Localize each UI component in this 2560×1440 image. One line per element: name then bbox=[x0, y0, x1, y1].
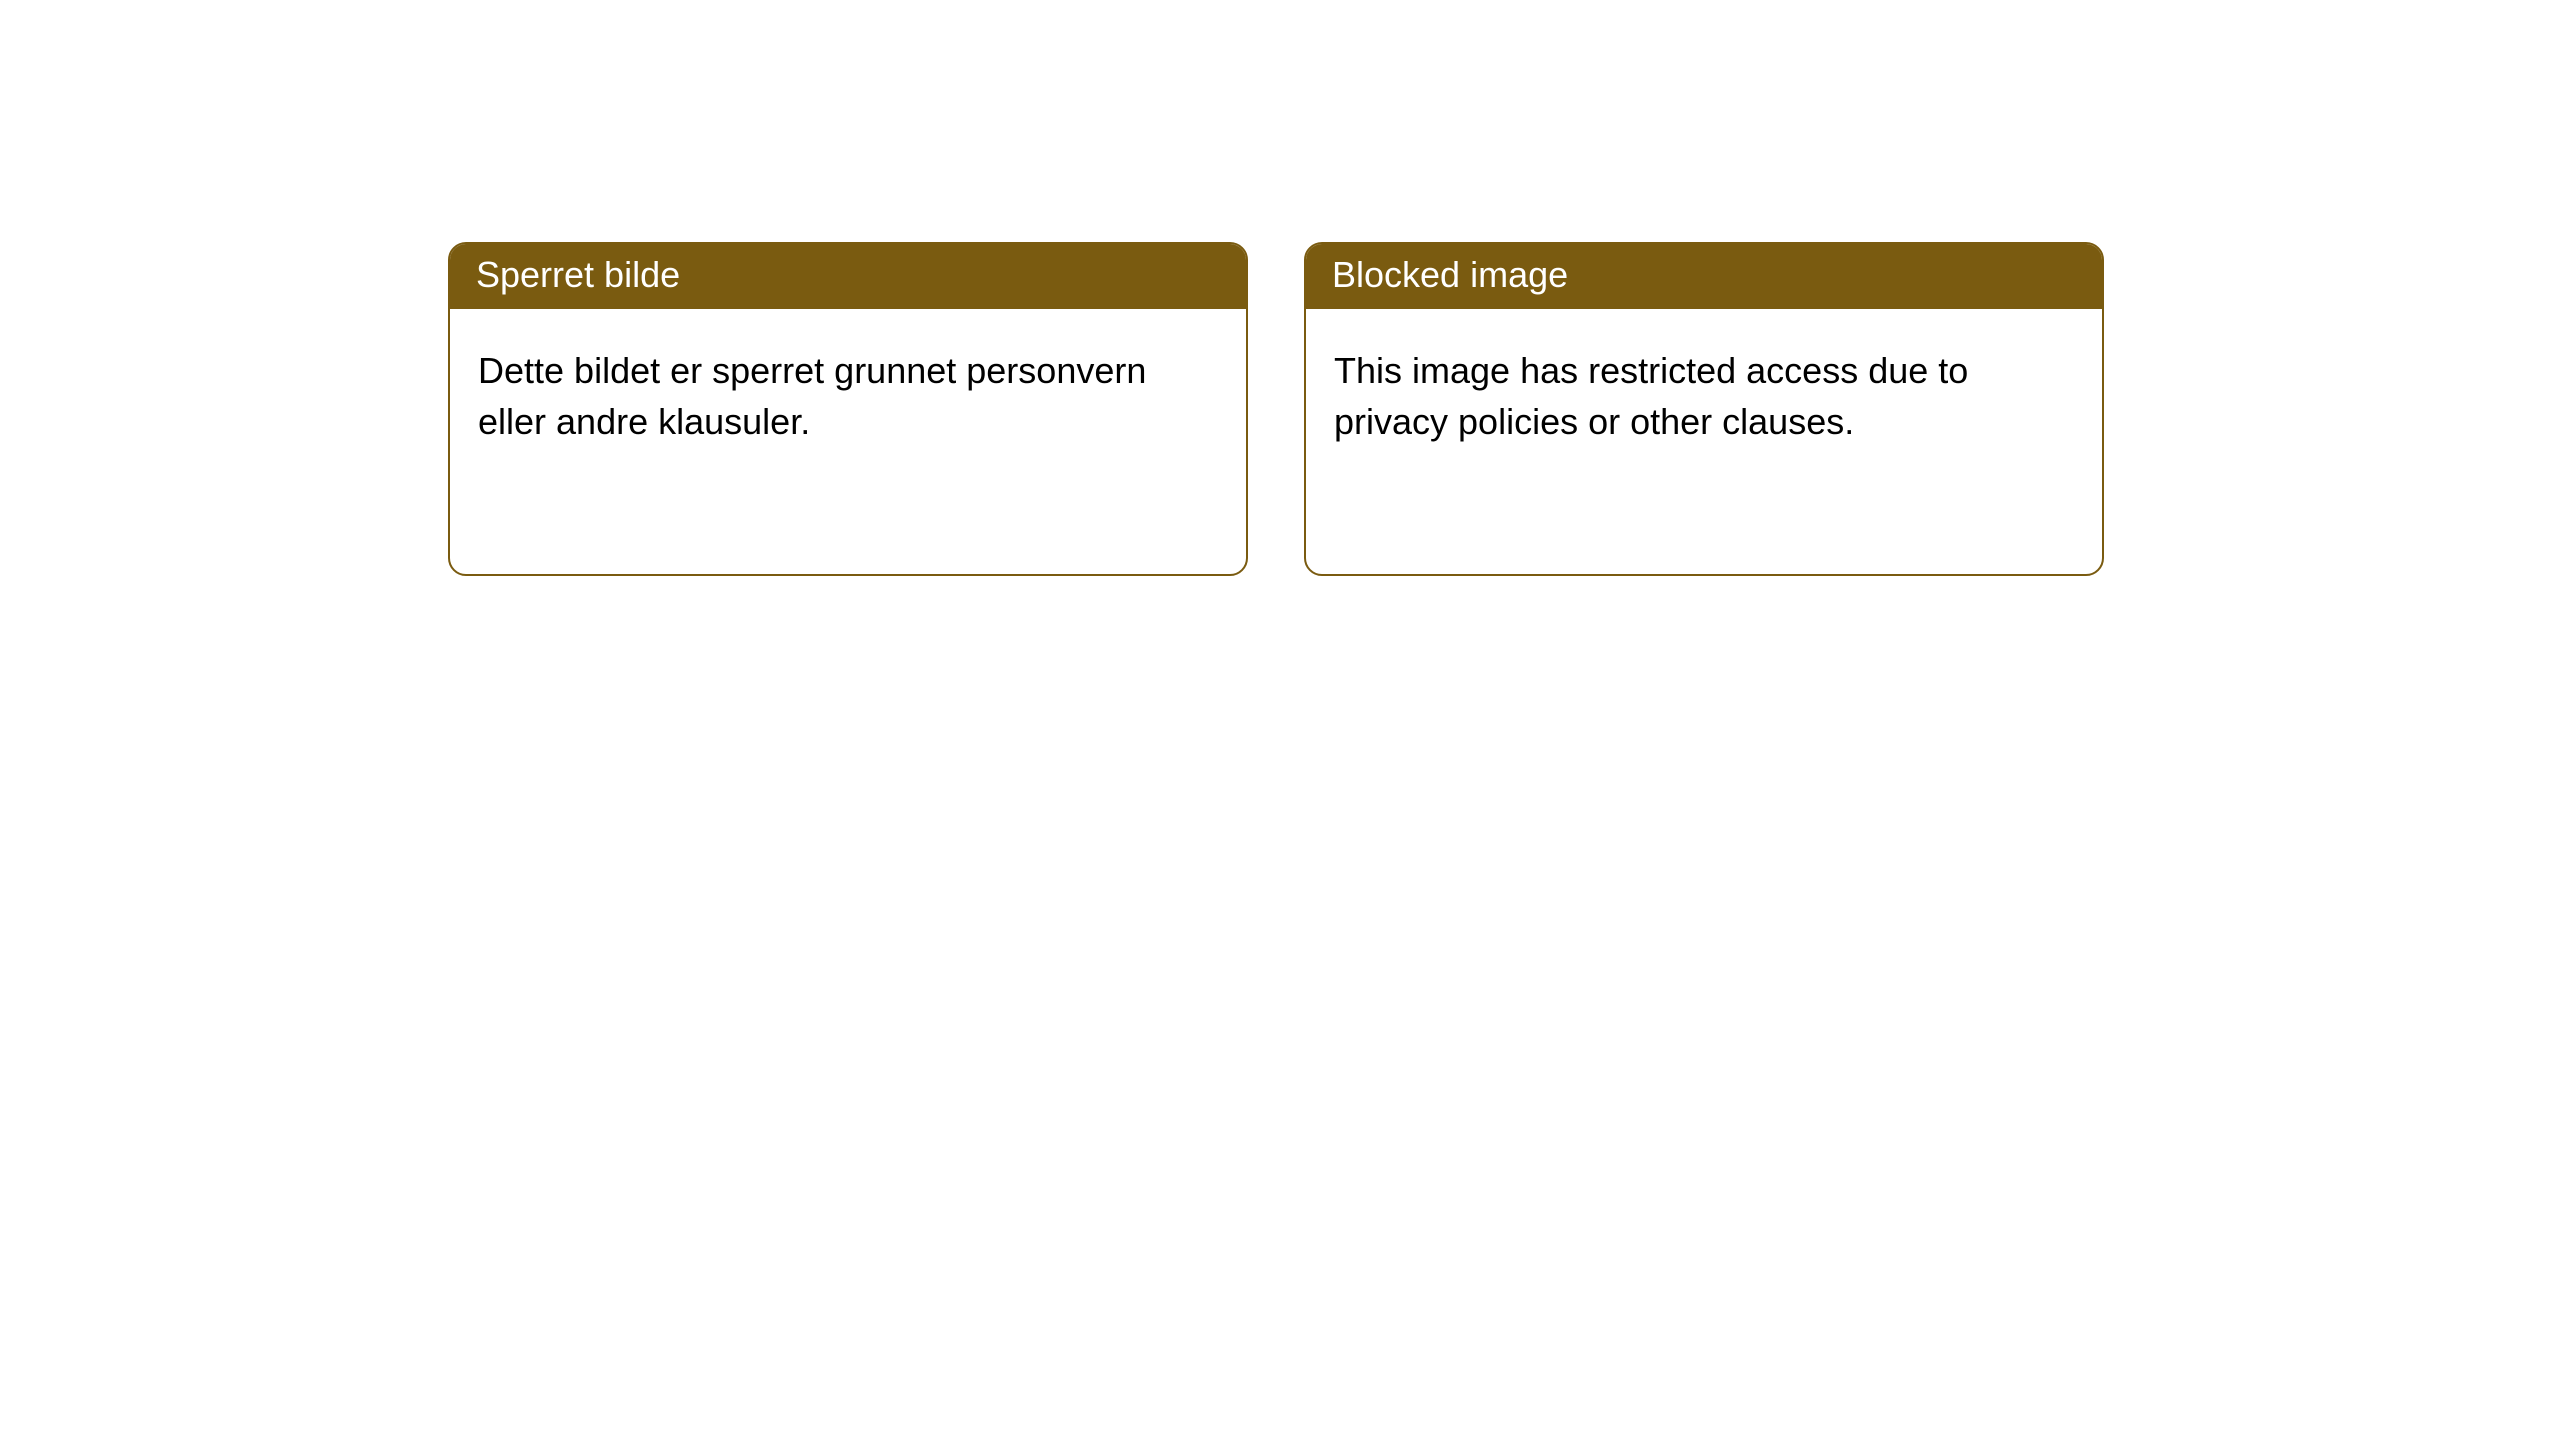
card-header-en: Blocked image bbox=[1306, 244, 2102, 309]
card-body-no: Dette bildet er sperret grunnet personve… bbox=[450, 309, 1246, 483]
notice-card-en: Blocked image This image has restricted … bbox=[1304, 242, 2104, 576]
card-body-en: This image has restricted access due to … bbox=[1306, 309, 2102, 483]
notice-card-no: Sperret bilde Dette bildet er sperret gr… bbox=[448, 242, 1248, 576]
card-header-no: Sperret bilde bbox=[450, 244, 1246, 309]
notice-cards-container: Sperret bilde Dette bildet er sperret gr… bbox=[0, 0, 2560, 576]
